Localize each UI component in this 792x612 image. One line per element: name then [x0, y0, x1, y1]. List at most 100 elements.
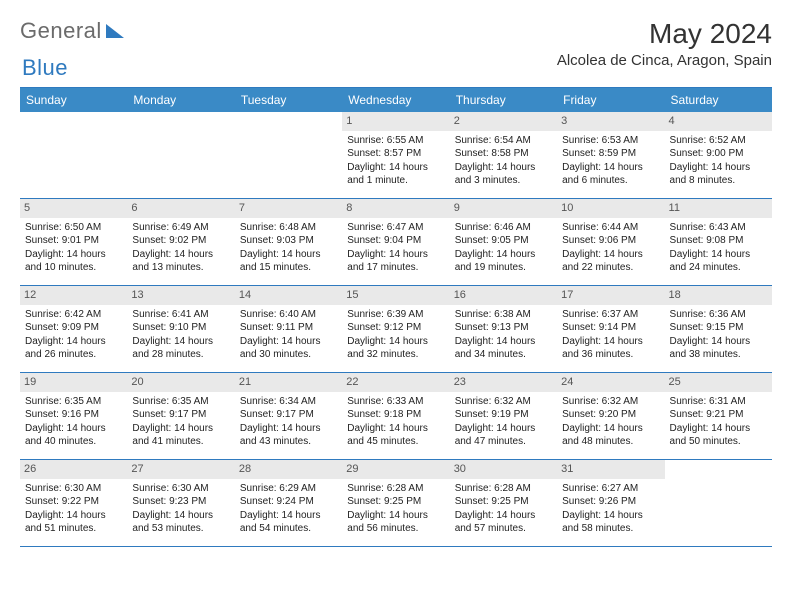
day-number: 23	[450, 373, 557, 392]
sunrise-text: Sunrise: 6:27 AM	[562, 482, 659, 496]
day-cell: 22Sunrise: 6:33 AMSunset: 9:18 PMDayligh…	[342, 373, 449, 459]
daylight-text: Daylight: 14 hours and 28 minutes.	[132, 335, 229, 362]
dow-header: Saturday	[665, 88, 772, 112]
day-cell: 20Sunrise: 6:35 AMSunset: 9:17 PMDayligh…	[127, 373, 234, 459]
daylight-text: Daylight: 14 hours and 26 minutes.	[25, 335, 122, 362]
title-block: May 2024 Alcolea de Cinca, Aragon, Spain	[557, 18, 772, 69]
daylight-text: Daylight: 14 hours and 1 minute.	[347, 161, 444, 188]
logo-text-1: General	[20, 18, 102, 44]
daylight-text: Daylight: 14 hours and 56 minutes.	[347, 509, 444, 536]
day-number: 16	[450, 286, 557, 305]
day-number: 13	[127, 286, 234, 305]
sunset-text: Sunset: 9:12 PM	[347, 321, 444, 335]
sunset-text: Sunset: 8:58 PM	[455, 147, 552, 161]
sunrise-text: Sunrise: 6:44 AM	[562, 221, 659, 235]
day-cell: 4Sunrise: 6:52 AMSunset: 9:00 PMDaylight…	[665, 112, 772, 198]
day-cell: 3Sunrise: 6:53 AMSunset: 8:59 PMDaylight…	[557, 112, 664, 198]
day-cell: 2Sunrise: 6:54 AMSunset: 8:58 PMDaylight…	[450, 112, 557, 198]
sunset-text: Sunset: 9:15 PM	[670, 321, 767, 335]
sunrise-text: Sunrise: 6:38 AM	[455, 308, 552, 322]
day-cell: 28Sunrise: 6:29 AMSunset: 9:24 PMDayligh…	[235, 460, 342, 546]
week-row: 12Sunrise: 6:42 AMSunset: 9:09 PMDayligh…	[20, 286, 772, 373]
dow-header: Thursday	[450, 88, 557, 112]
sunrise-text: Sunrise: 6:34 AM	[240, 395, 337, 409]
day-cell: 13Sunrise: 6:41 AMSunset: 9:10 PMDayligh…	[127, 286, 234, 372]
sunset-text: Sunset: 9:10 PM	[132, 321, 229, 335]
daylight-text: Daylight: 14 hours and 43 minutes.	[240, 422, 337, 449]
sunrise-text: Sunrise: 6:29 AM	[240, 482, 337, 496]
day-cell: 11Sunrise: 6:43 AMSunset: 9:08 PMDayligh…	[665, 199, 772, 285]
day-cell	[127, 112, 234, 198]
sunrise-text: Sunrise: 6:28 AM	[455, 482, 552, 496]
day-number: 4	[665, 112, 772, 131]
sunset-text: Sunset: 9:04 PM	[347, 234, 444, 248]
day-cell: 25Sunrise: 6:31 AMSunset: 9:21 PMDayligh…	[665, 373, 772, 459]
day-cell: 24Sunrise: 6:32 AMSunset: 9:20 PMDayligh…	[557, 373, 664, 459]
sunset-text: Sunset: 9:11 PM	[240, 321, 337, 335]
daylight-text: Daylight: 14 hours and 51 minutes.	[25, 509, 122, 536]
sunrise-text: Sunrise: 6:55 AM	[347, 134, 444, 148]
day-cell	[235, 112, 342, 198]
day-number: 7	[235, 199, 342, 218]
day-cell: 19Sunrise: 6:35 AMSunset: 9:16 PMDayligh…	[20, 373, 127, 459]
week-row: 19Sunrise: 6:35 AMSunset: 9:16 PMDayligh…	[20, 373, 772, 460]
dow-header: Wednesday	[342, 88, 449, 112]
sunrise-text: Sunrise: 6:52 AM	[670, 134, 767, 148]
sunset-text: Sunset: 8:59 PM	[562, 147, 659, 161]
dow-row: SundayMondayTuesdayWednesdayThursdayFrid…	[20, 88, 772, 112]
sunrise-text: Sunrise: 6:42 AM	[25, 308, 122, 322]
sunrise-text: Sunrise: 6:32 AM	[455, 395, 552, 409]
sunrise-text: Sunrise: 6:46 AM	[455, 221, 552, 235]
sunset-text: Sunset: 9:02 PM	[132, 234, 229, 248]
day-number: 27	[127, 460, 234, 479]
day-cell: 12Sunrise: 6:42 AMSunset: 9:09 PMDayligh…	[20, 286, 127, 372]
day-number: 29	[342, 460, 449, 479]
daylight-text: Daylight: 14 hours and 34 minutes.	[455, 335, 552, 362]
day-number: 3	[557, 112, 664, 131]
day-cell: 17Sunrise: 6:37 AMSunset: 9:14 PMDayligh…	[557, 286, 664, 372]
sunrise-text: Sunrise: 6:37 AM	[562, 308, 659, 322]
sunset-text: Sunset: 9:25 PM	[347, 495, 444, 509]
sunset-text: Sunset: 9:26 PM	[562, 495, 659, 509]
sunrise-text: Sunrise: 6:35 AM	[132, 395, 229, 409]
sunset-text: Sunset: 9:20 PM	[562, 408, 659, 422]
day-number: 25	[665, 373, 772, 392]
daylight-text: Daylight: 14 hours and 30 minutes.	[240, 335, 337, 362]
daylight-text: Daylight: 14 hours and 40 minutes.	[25, 422, 122, 449]
daylight-text: Daylight: 14 hours and 13 minutes.	[132, 248, 229, 275]
daylight-text: Daylight: 14 hours and 17 minutes.	[347, 248, 444, 275]
daylight-text: Daylight: 14 hours and 53 minutes.	[132, 509, 229, 536]
daylight-text: Daylight: 14 hours and 6 minutes.	[562, 161, 659, 188]
day-number: 20	[127, 373, 234, 392]
day-cell: 18Sunrise: 6:36 AMSunset: 9:15 PMDayligh…	[665, 286, 772, 372]
sunset-text: Sunset: 9:14 PM	[562, 321, 659, 335]
sunset-text: Sunset: 8:57 PM	[347, 147, 444, 161]
day-number: 18	[665, 286, 772, 305]
day-number: 30	[450, 460, 557, 479]
daylight-text: Daylight: 14 hours and 48 minutes.	[562, 422, 659, 449]
sunset-text: Sunset: 9:25 PM	[455, 495, 552, 509]
daylight-text: Daylight: 14 hours and 57 minutes.	[455, 509, 552, 536]
sunrise-text: Sunrise: 6:28 AM	[347, 482, 444, 496]
day-cell: 16Sunrise: 6:38 AMSunset: 9:13 PMDayligh…	[450, 286, 557, 372]
day-cell	[20, 112, 127, 198]
day-number: 24	[557, 373, 664, 392]
sunset-text: Sunset: 9:16 PM	[25, 408, 122, 422]
day-number: 10	[557, 199, 664, 218]
sunset-text: Sunset: 9:22 PM	[25, 495, 122, 509]
sunrise-text: Sunrise: 6:54 AM	[455, 134, 552, 148]
sunset-text: Sunset: 9:01 PM	[25, 234, 122, 248]
day-cell: 7Sunrise: 6:48 AMSunset: 9:03 PMDaylight…	[235, 199, 342, 285]
daylight-text: Daylight: 14 hours and 8 minutes.	[670, 161, 767, 188]
day-number: 19	[20, 373, 127, 392]
dow-header: Sunday	[20, 88, 127, 112]
day-number: 12	[20, 286, 127, 305]
day-cell: 29 Sunrise: 6:28 AMSunset: 9:25 PMDayligh…	[342, 460, 449, 546]
sunrise-text: Sunrise: 6:43 AM	[670, 221, 767, 235]
sunrise-text: Sunrise: 6:39 AM	[347, 308, 444, 322]
week-row: 5Sunrise: 6:50 AMSunset: 9:01 PMDaylight…	[20, 199, 772, 286]
day-number: 31	[557, 460, 664, 479]
sunset-text: Sunset: 9:19 PM	[455, 408, 552, 422]
day-cell: 26Sunrise: 6:30 AMSunset: 9:22 PMDayligh…	[20, 460, 127, 546]
month-title: May 2024	[557, 18, 772, 50]
